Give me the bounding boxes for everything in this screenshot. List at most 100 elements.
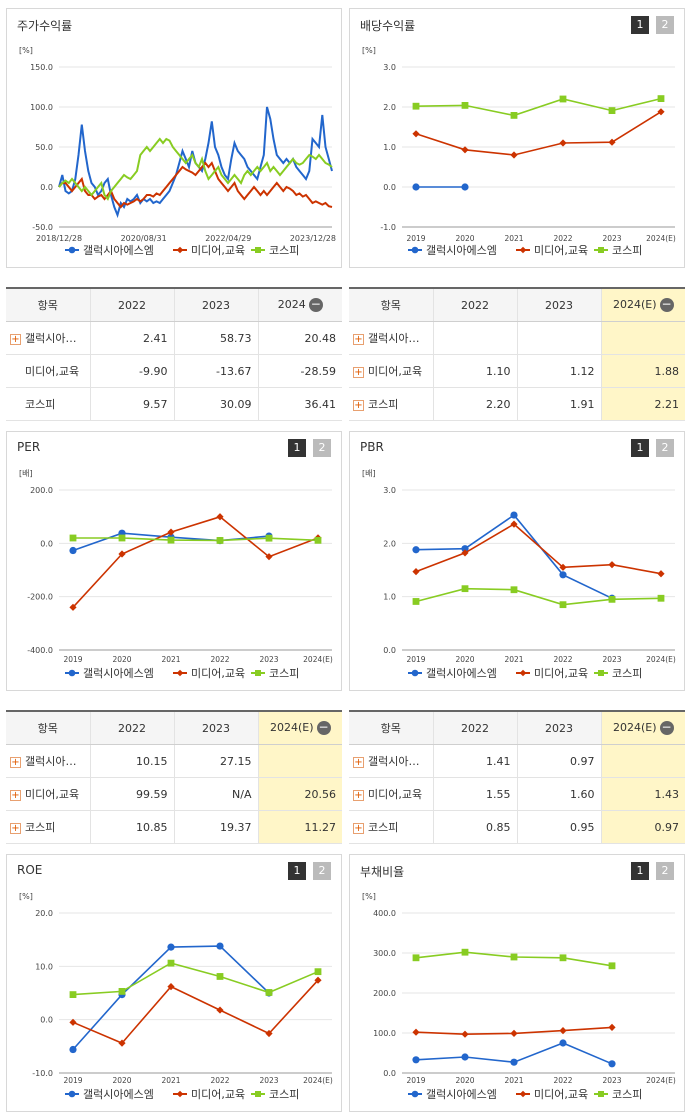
y-tick-label: 100.0 [30,103,53,112]
table-row: + 코스피 2.20 1.91 2.21 [349,387,685,421]
view-2-button[interactable]: 2 [656,439,674,457]
cell-value: 1.60 [517,777,602,811]
data-point [69,534,77,542]
pbr-table: 항목 2022 2023 2024(E) − + 갤럭시아… 1.41 0.97 + 미디어,교육 1… [349,710,685,844]
view-1-button[interactable]: 1 [631,439,649,457]
y-tick-label: 10.0 [35,962,53,971]
expand-icon[interactable]: + [353,756,364,768]
expand-icon[interactable]: + [10,822,21,834]
view-2-button[interactable]: 2 [313,862,331,880]
column-header: 2023 [517,710,602,745]
x-tick-label: 2023 [602,655,621,664]
view-2-button[interactable]: 2 [656,16,674,34]
data-point [657,594,665,602]
view-2-button[interactable]: 2 [313,439,331,457]
data-point [167,959,175,967]
cell-value: 9.57 [90,387,175,421]
data-point [559,95,567,103]
expand-icon[interactable]: + [10,789,21,801]
cell-value: N/A [174,777,259,811]
legend-marker [176,669,184,677]
y-tick-label: 200.0 [373,989,396,998]
cell-value: 10.15 [90,744,175,778]
data-point [314,968,322,976]
expand-icon[interactable]: + [353,822,364,834]
panel-title: ROE [17,863,43,877]
x-tick-label: 2022/04/29 [205,234,251,243]
y-tick-label: 400.0 [373,909,396,918]
pbr-chart: [배] 3.0 2.0 1.0 0.0 2019 2020 2021 2022 2023 2024(… [362,469,676,680]
y-tick-label: 100.0 [373,1029,396,1038]
data-point [412,1028,420,1036]
column-header: 2023 [174,287,259,322]
legend-marker [68,669,76,677]
y-tick-label: -10.0 [32,1069,53,1078]
view-1-button[interactable]: 1 [288,439,306,457]
collapse-icon[interactable]: − [659,297,674,312]
legend-label: 미디어,교육 [191,667,245,680]
expand-icon[interactable]: + [10,756,21,768]
expand-icon[interactable]: + [10,333,21,345]
cell-value: 2.21 [601,387,685,421]
column-header: 2024(E) − [601,287,685,322]
dividend-yield-table: 항목 2022 2023 2024(E) − + 갤럭시아… + 미디어,교육 1.10 1.12 1… [349,287,685,421]
expand-icon[interactable]: + [353,399,364,411]
expand-icon[interactable]: + [353,333,364,345]
x-tick-label: 2024(E) [303,655,333,664]
x-tick-label: 2019 [63,1076,82,1085]
axis-unit: [%] [362,46,376,55]
data-point [167,536,175,544]
data-point [265,534,273,542]
x-tick-label: 2021 [504,655,523,664]
legend-label: 미디어,교육 [191,244,245,257]
table-row: 미디어,교육 -9.90 -13.67 -28.59 [6,354,342,388]
view-2-button[interactable]: 2 [656,862,674,880]
data-point [412,568,420,576]
legend-marker [411,669,419,677]
data-point [69,991,77,998]
axis-unit: [%] [19,892,33,901]
view-1-button[interactable]: 1 [288,862,306,880]
cell-value: 20.56 [258,777,342,811]
per-chart: [배] 200.0 0.0 -200.0 -400.0 2019 2020 2021 2022 2… [19,469,333,680]
cell-value: 27.15 [174,744,259,778]
data-point [461,1053,469,1061]
expand-icon[interactable]: + [353,366,364,378]
panel-title: 주가수익률 [17,19,73,33]
column-header: 2022 [433,287,518,322]
legend-label: 미디어,교육 [534,244,588,257]
legend-marker [519,669,527,677]
expand-icon[interactable]: + [353,789,364,801]
x-tick-label: 2019 [406,655,425,664]
data-point [461,146,469,154]
row-name: + 코스피 [6,810,91,844]
table-row: + 미디어,교육 99.59 N/A 20.56 [6,777,342,811]
x-tick-label: 2018/12/28 [36,234,82,243]
data-point [69,1045,77,1054]
view-1-button[interactable]: 1 [631,16,649,34]
cell-value: 1.55 [433,777,518,811]
collapse-icon[interactable]: − [659,720,674,735]
y-tick-label: 0.0 [383,183,396,192]
data-point [461,183,469,191]
y-tick-label: -50.0 [32,223,53,232]
x-tick-label: 2020 [455,1076,474,1085]
cell-value [517,321,602,355]
debt-ratio-panel: 부채비율 1 2 [%] 400.0 300.0 200.0 100.0 0.0 2019 2… [349,854,685,1112]
x-tick-label: 2019 [406,1076,425,1085]
price-return-chart: [%] 150.0 100.0 50.0 0.0 -50.0 2018/12/28 2020/… [19,46,336,257]
row-name: + 갤럭시아… [6,321,91,355]
panel-title: PER [17,440,41,454]
cell-value: -9.90 [90,354,175,388]
row-name: + 미디어,교육 [349,777,434,811]
view-1-button[interactable]: 1 [631,862,649,880]
column-header: 항목 [6,710,91,745]
collapse-icon[interactable]: − [308,297,323,312]
y-tick-label: 0.0 [40,183,53,192]
data-point [461,1030,469,1038]
column-header: 2024(E) − [258,710,342,745]
legend-marker [598,1091,604,1097]
collapse-icon[interactable]: − [316,720,331,735]
legend-marker [598,670,604,676]
